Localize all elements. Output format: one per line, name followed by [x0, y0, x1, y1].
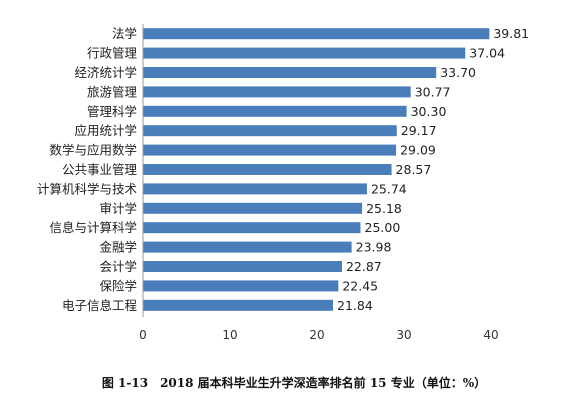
category-label-7: 公共事业管理 [62, 162, 138, 177]
bar-10 [143, 222, 361, 234]
bar-4 [143, 105, 407, 117]
value-label-4: 30.30 [411, 104, 447, 119]
bar-3 [143, 86, 411, 98]
bar-14 [143, 299, 334, 311]
value-label-5: 29.17 [401, 123, 437, 138]
category-label-3: 旅游管理 [87, 84, 138, 99]
value-label-13: 22.45 [342, 278, 378, 293]
x-tick-label-1: 10 [222, 328, 237, 342]
value-label-8: 25.74 [371, 181, 407, 196]
category-label-6: 数学与应用数学 [49, 143, 137, 158]
category-label-13: 保险学 [99, 278, 137, 293]
value-label-7: 28.57 [396, 162, 432, 177]
figure-caption: 图 1-13 2018 届本科毕业生升学深造率排名前 15 专业（单位：%） [101, 376, 487, 390]
bar-9 [143, 202, 363, 214]
value-labels-group: 39.81 37.04 33.70 30.77 30.30 29.17 29.09 28.57… [337, 26, 529, 313]
value-label-0: 39.81 [493, 26, 529, 41]
value-label-11: 23.98 [356, 240, 392, 255]
bar-7 [143, 164, 392, 175]
category-label-11: 金融学 [99, 240, 137, 255]
value-label-1: 37.04 [469, 46, 505, 61]
bar-5 [143, 125, 397, 137]
x-tick-label-3: 30 [396, 328, 411, 342]
bar-8 [143, 183, 367, 195]
category-label-0: 法学 [112, 26, 137, 41]
bar-12 [143, 261, 342, 272]
x-tick-label-4: 40 [483, 328, 498, 342]
bar-chart: 法学行政管理经济统计学旅游管理管理科学应用统计学数学与应用数学公共事业管理计算机… [37, 24, 529, 342]
bar-13 [143, 280, 339, 292]
x-tick-label-0: 0 [139, 328, 147, 342]
value-label-6: 29.09 [400, 143, 436, 158]
category-label-9: 审计学 [99, 201, 137, 216]
category-labels-group: 法学行政管理经济统计学旅游管理管理科学应用统计学数学与应用数学公共事业管理计算机… [37, 26, 138, 313]
value-label-14: 21.84 [337, 298, 373, 313]
x-axis-ticks-group: 0 10 20 30 40 [139, 328, 498, 342]
category-label-14: 电子信息工程 [62, 298, 138, 313]
bar-2 [143, 67, 437, 78]
bar-0 [143, 28, 490, 40]
value-label-12: 22.87 [346, 259, 382, 274]
category-label-4: 管理科学 [87, 104, 137, 119]
category-label-8: 计算机科学与技术 [37, 181, 138, 196]
value-label-3: 30.77 [415, 84, 451, 99]
category-label-12: 会计学 [99, 259, 137, 274]
x-tick-label-2: 20 [309, 328, 324, 342]
value-label-10: 25.00 [365, 220, 401, 235]
category-label-2: 经济统计学 [74, 65, 137, 80]
category-label-10: 信息与计算科学 [49, 220, 137, 235]
value-label-2: 33.70 [440, 65, 476, 80]
category-label-5: 应用统计学 [74, 123, 137, 138]
value-label-9: 25.18 [366, 201, 402, 216]
bar-11 [143, 241, 352, 253]
bars-group [143, 28, 490, 311]
bar-1 [143, 47, 466, 59]
bar-6 [143, 144, 397, 156]
category-label-1: 行政管理 [87, 46, 138, 61]
